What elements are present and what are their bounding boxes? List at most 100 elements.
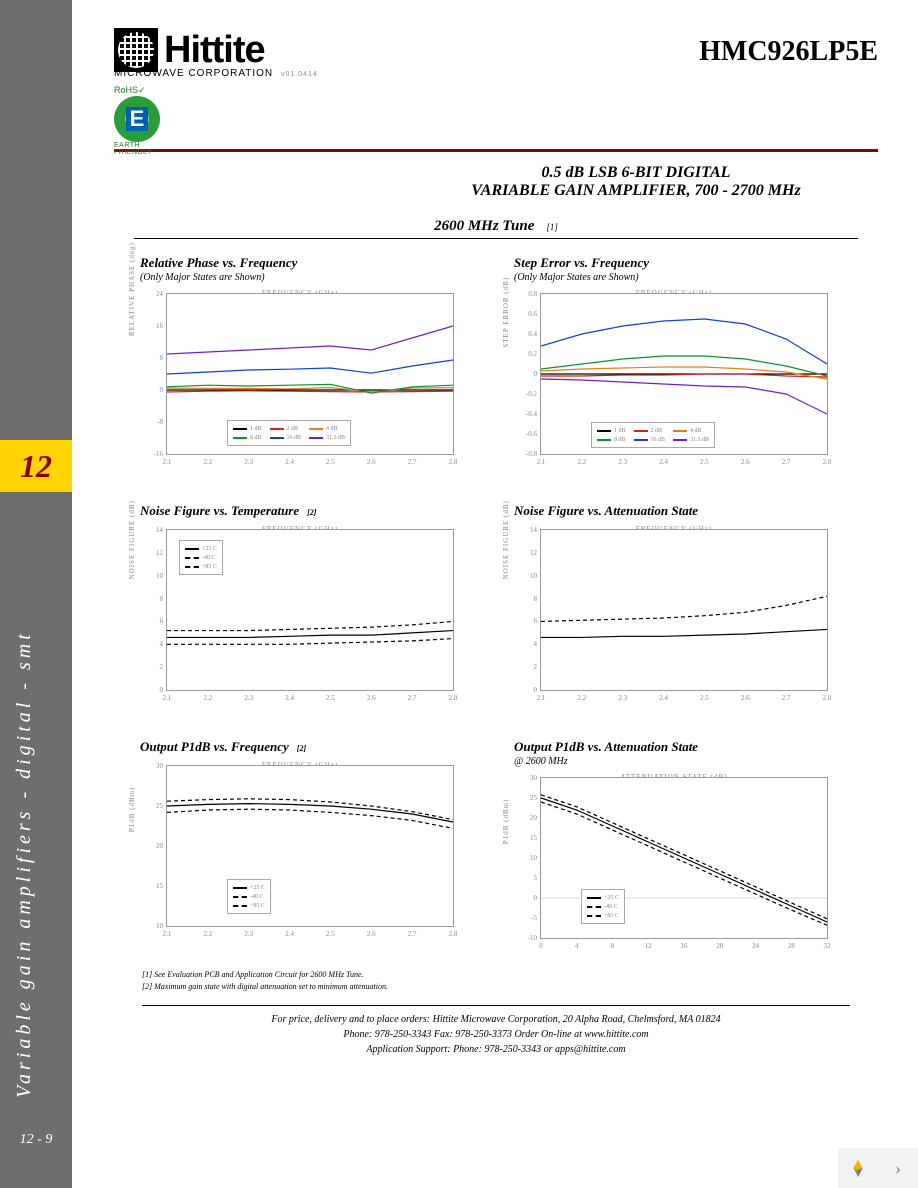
legend: 1 dB2 dB4 dB8 dB16 dB31.5 dB <box>591 422 715 448</box>
chart-title: Output P1dB vs. Attenuation State <box>514 739 852 755</box>
y-tick: 0 <box>523 686 537 694</box>
x-tick: 2.1 <box>163 694 172 702</box>
x-tick: 2.1 <box>163 930 172 938</box>
chart-title: Relative Phase vs. Frequency <box>140 255 478 271</box>
x-tick: 2.2 <box>203 458 212 466</box>
y-tick: 10 <box>523 854 537 862</box>
legend-item: 2 dB <box>634 426 666 435</box>
legend-item: 16 dB <box>270 433 302 442</box>
chart-p1dbatt: Output P1dB vs. Attenuation State@ 2600 … <box>514 739 852 953</box>
y-tick: 15 <box>523 834 537 842</box>
legend-item: 1 dB <box>233 424 262 433</box>
x-tick: 2.1 <box>163 458 172 466</box>
x-tick: 2.7 <box>782 458 791 466</box>
x-tick: 2.3 <box>244 930 253 938</box>
x-tick: 2.6 <box>741 694 750 702</box>
y-tick: 2 <box>523 663 537 671</box>
x-tick: 2.4 <box>285 458 294 466</box>
plot-area: -10-5051015202530048121620242832+25 C-40… <box>540 777 828 939</box>
viewer-logo-icon[interactable] <box>838 1148 878 1188</box>
y-tick: 25 <box>149 802 163 810</box>
x-tick: 2.5 <box>326 458 335 466</box>
x-tick: 2.3 <box>244 458 253 466</box>
chart-nfatt: Noise Figure vs. Attenuation StateNOISE … <box>514 503 852 705</box>
x-tick: 2.2 <box>203 930 212 938</box>
y-tick: 0 <box>523 370 537 378</box>
y-tick: 16 <box>149 322 163 330</box>
footnote-line: [2] Maximum gain state with digital atte… <box>142 981 850 993</box>
chart-box: STEP ERROR (dB)-0.8-0.6-0.4-0.200.20.40.… <box>514 289 834 469</box>
legend-item: 1 dB <box>597 426 626 435</box>
x-tick: 4 <box>575 942 579 950</box>
x-tick: 16 <box>681 942 688 950</box>
y-tick: -8 <box>149 418 163 426</box>
x-tick: 28 <box>788 942 795 950</box>
x-tick: 2.4 <box>659 694 668 702</box>
plot-area: -16-80816242.12.22.32.42.52.62.72.81 dB2… <box>166 293 454 455</box>
x-tick: 2.4 <box>659 458 668 466</box>
legend-item: +25 C <box>185 544 217 553</box>
rohs-badge: RoHS✓ EARTH FRIENDLY <box>114 85 174 143</box>
x-tick: 2.2 <box>203 694 212 702</box>
legend: +25 C-40 C+85 C <box>581 889 625 924</box>
x-tick: 2.8 <box>823 458 832 466</box>
legend-item: +25 C <box>233 883 265 892</box>
logo-block: Hittite MICROWAVE CORPORATION v01.0414 R… <box>114 28 318 143</box>
y-axis-label: NOISE FIGURE (dB) <box>128 500 136 579</box>
x-tick: 2.2 <box>577 458 586 466</box>
x-tick: 2.7 <box>782 694 791 702</box>
y-tick: 10 <box>149 922 163 930</box>
x-tick: 20 <box>716 942 723 950</box>
sidebar: 12 Variable gain amplifiers - digital - … <box>0 0 72 1188</box>
y-tick: 4 <box>523 640 537 648</box>
y-tick: -10 <box>523 934 537 942</box>
chart-title: Step Error vs. Frequency <box>514 255 852 271</box>
x-tick: 8 <box>611 942 615 950</box>
chart-box: P1dB (dBm)-10-50510152025300481216202428… <box>514 773 834 953</box>
x-tick: 2.6 <box>367 694 376 702</box>
chart-subtitle: (Only Major States are Shown) <box>514 272 852 283</box>
legend-item: +85 C <box>185 562 217 571</box>
y-tick: -0.4 <box>523 410 537 418</box>
y-tick: 0 <box>523 894 537 902</box>
x-tick: 12 <box>645 942 652 950</box>
x-tick: 2.5 <box>326 930 335 938</box>
y-tick: 12 <box>523 549 537 557</box>
sidebar-page-ref: 12 - 9 <box>0 1132 72 1148</box>
legend-item: +85 C <box>233 901 265 910</box>
y-tick: 10 <box>523 572 537 580</box>
sidebar-vertical-title: Variable gain amplifiers - digital - smt <box>13 630 36 1098</box>
x-tick: 2.2 <box>577 694 586 702</box>
legend-item: 31.5 dB <box>309 433 345 442</box>
footnotes: [1] See Evaluation PCB and Application C… <box>114 959 878 999</box>
y-tick: 0.6 <box>523 310 537 318</box>
legend: 1 dB2 dB4 dB8 dB16 dB31.5 dB <box>227 420 351 446</box>
legend: +25 C-40 C+85 C <box>179 540 223 575</box>
y-tick: 24 <box>149 290 163 298</box>
y-tick: 0.2 <box>523 350 537 358</box>
y-tick: -0.6 <box>523 430 537 438</box>
y-tick: -5 <box>523 914 537 922</box>
next-page-button[interactable]: › <box>878 1148 918 1188</box>
y-tick: 10 <box>149 572 163 580</box>
legend-item: 4 dB <box>309 424 345 433</box>
y-tick: -0.2 <box>523 390 537 398</box>
legend-item: 2 dB <box>270 424 302 433</box>
x-tick: 2.7 <box>408 458 417 466</box>
y-tick: 30 <box>149 762 163 770</box>
chart-title: Noise Figure vs. Attenuation State <box>514 503 852 519</box>
x-tick: 2.4 <box>285 930 294 938</box>
chart-box: NOISE FIGURE (dB)024681012142.12.22.32.4… <box>514 525 834 705</box>
x-tick: 2.1 <box>537 694 546 702</box>
x-tick: 2.4 <box>285 694 294 702</box>
y-tick: 0 <box>149 686 163 694</box>
product-subtitle: 0.5 dB LSB 6-BIT DIGITAL VARIABLE GAIN A… <box>114 152 878 204</box>
page-header: Hittite MICROWAVE CORPORATION v01.0414 R… <box>114 28 878 152</box>
y-tick: 6 <box>149 617 163 625</box>
y-tick: 12 <box>149 549 163 557</box>
chart-title: Noise Figure vs. Temperature[2] <box>140 503 478 519</box>
x-tick: 2.3 <box>244 694 253 702</box>
y-tick: 6 <box>523 617 537 625</box>
corner-nav: › <box>838 1148 918 1188</box>
plot-area: 10152025302.12.22.32.42.52.62.72.8+25 C-… <box>166 765 454 927</box>
